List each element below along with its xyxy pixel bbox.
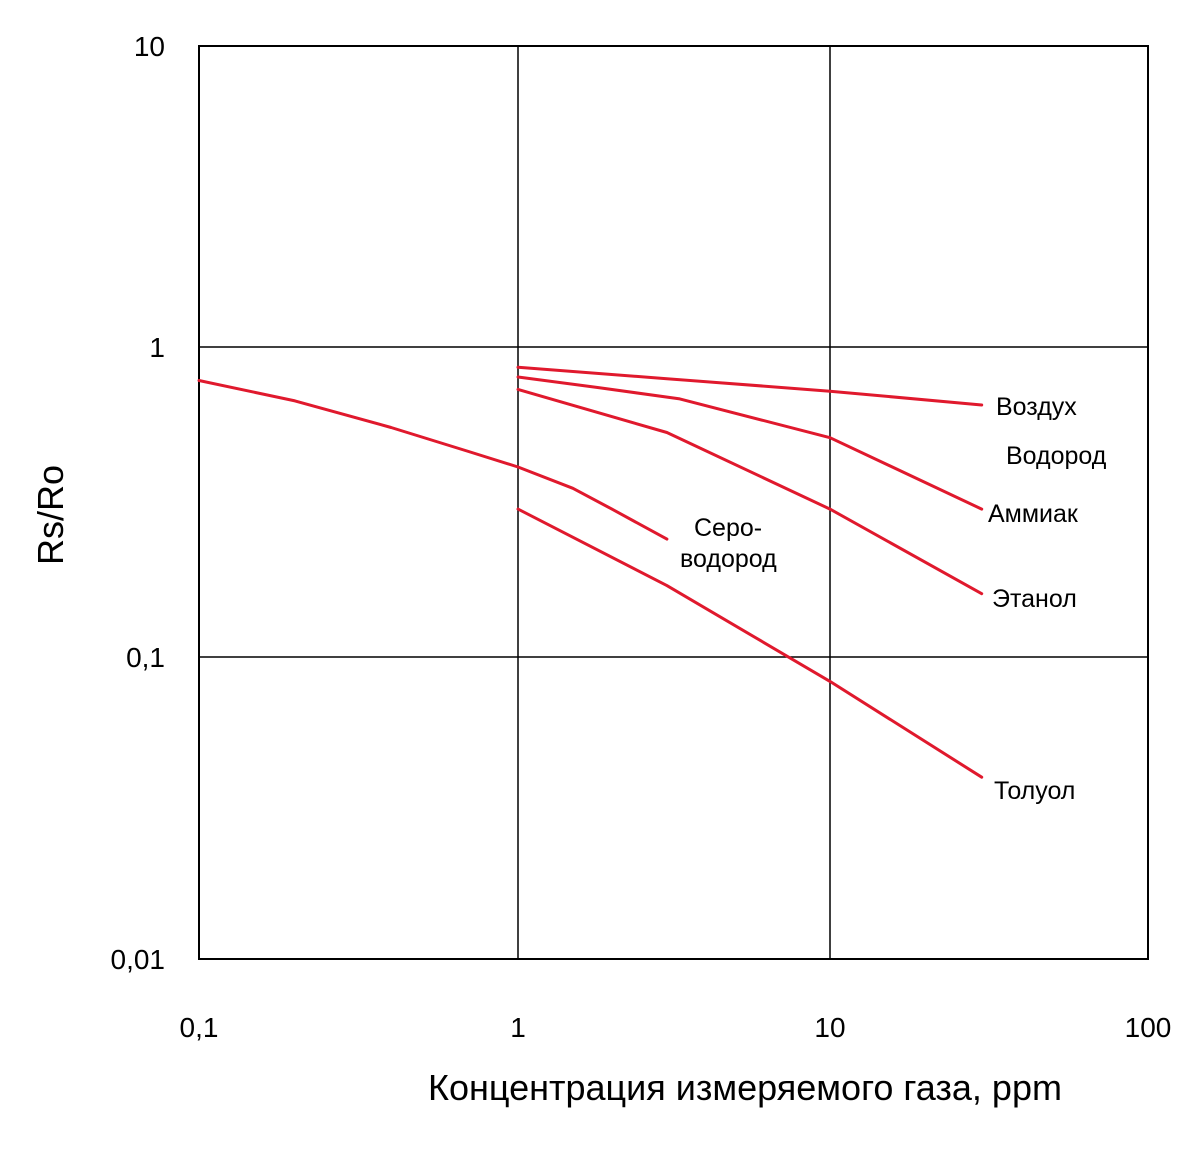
y-tick-label: 10 [134, 31, 165, 62]
y-tick-label: 1 [149, 332, 165, 363]
series-label-etanol: Этанол [992, 585, 1077, 613]
chart-grid [199, 46, 1148, 959]
series-label-vozduh: Воздух [996, 393, 1077, 421]
x-axis-title: Концентрация измеряемого газа, ppm [428, 1067, 1062, 1108]
series-line-3 [516, 507, 984, 779]
y-axis-title: Rs/Ro [30, 465, 71, 565]
y-tick-label: 0,1 [126, 642, 165, 673]
x-tick-label: 0,1 [180, 1012, 219, 1043]
series-label-vodorod: Водород [1006, 442, 1107, 470]
x-tick-label: 100 [1125, 1012, 1172, 1043]
plot-frame [198, 45, 1149, 960]
series-line-4 [197, 379, 669, 541]
series-line-0 [516, 365, 984, 407]
series-label-serovodorod-line1: Серо- [694, 514, 762, 542]
series-label-ammiak: Аммиак [988, 500, 1079, 528]
x-tick-label: 1 [510, 1012, 526, 1043]
series-line-1 [516, 375, 984, 511]
series-line-2 [516, 387, 984, 596]
series-label-serovodorod-line2: водород [680, 545, 777, 573]
tick-labels: 0,1 1 10 100 0,01 0,1 1 10 [111, 31, 1172, 1043]
y-tick-label: 0,01 [111, 944, 166, 975]
x-tick-label: 10 [814, 1012, 845, 1043]
series-label-toluol: Толуол [994, 777, 1075, 805]
series-lines [197, 365, 984, 779]
